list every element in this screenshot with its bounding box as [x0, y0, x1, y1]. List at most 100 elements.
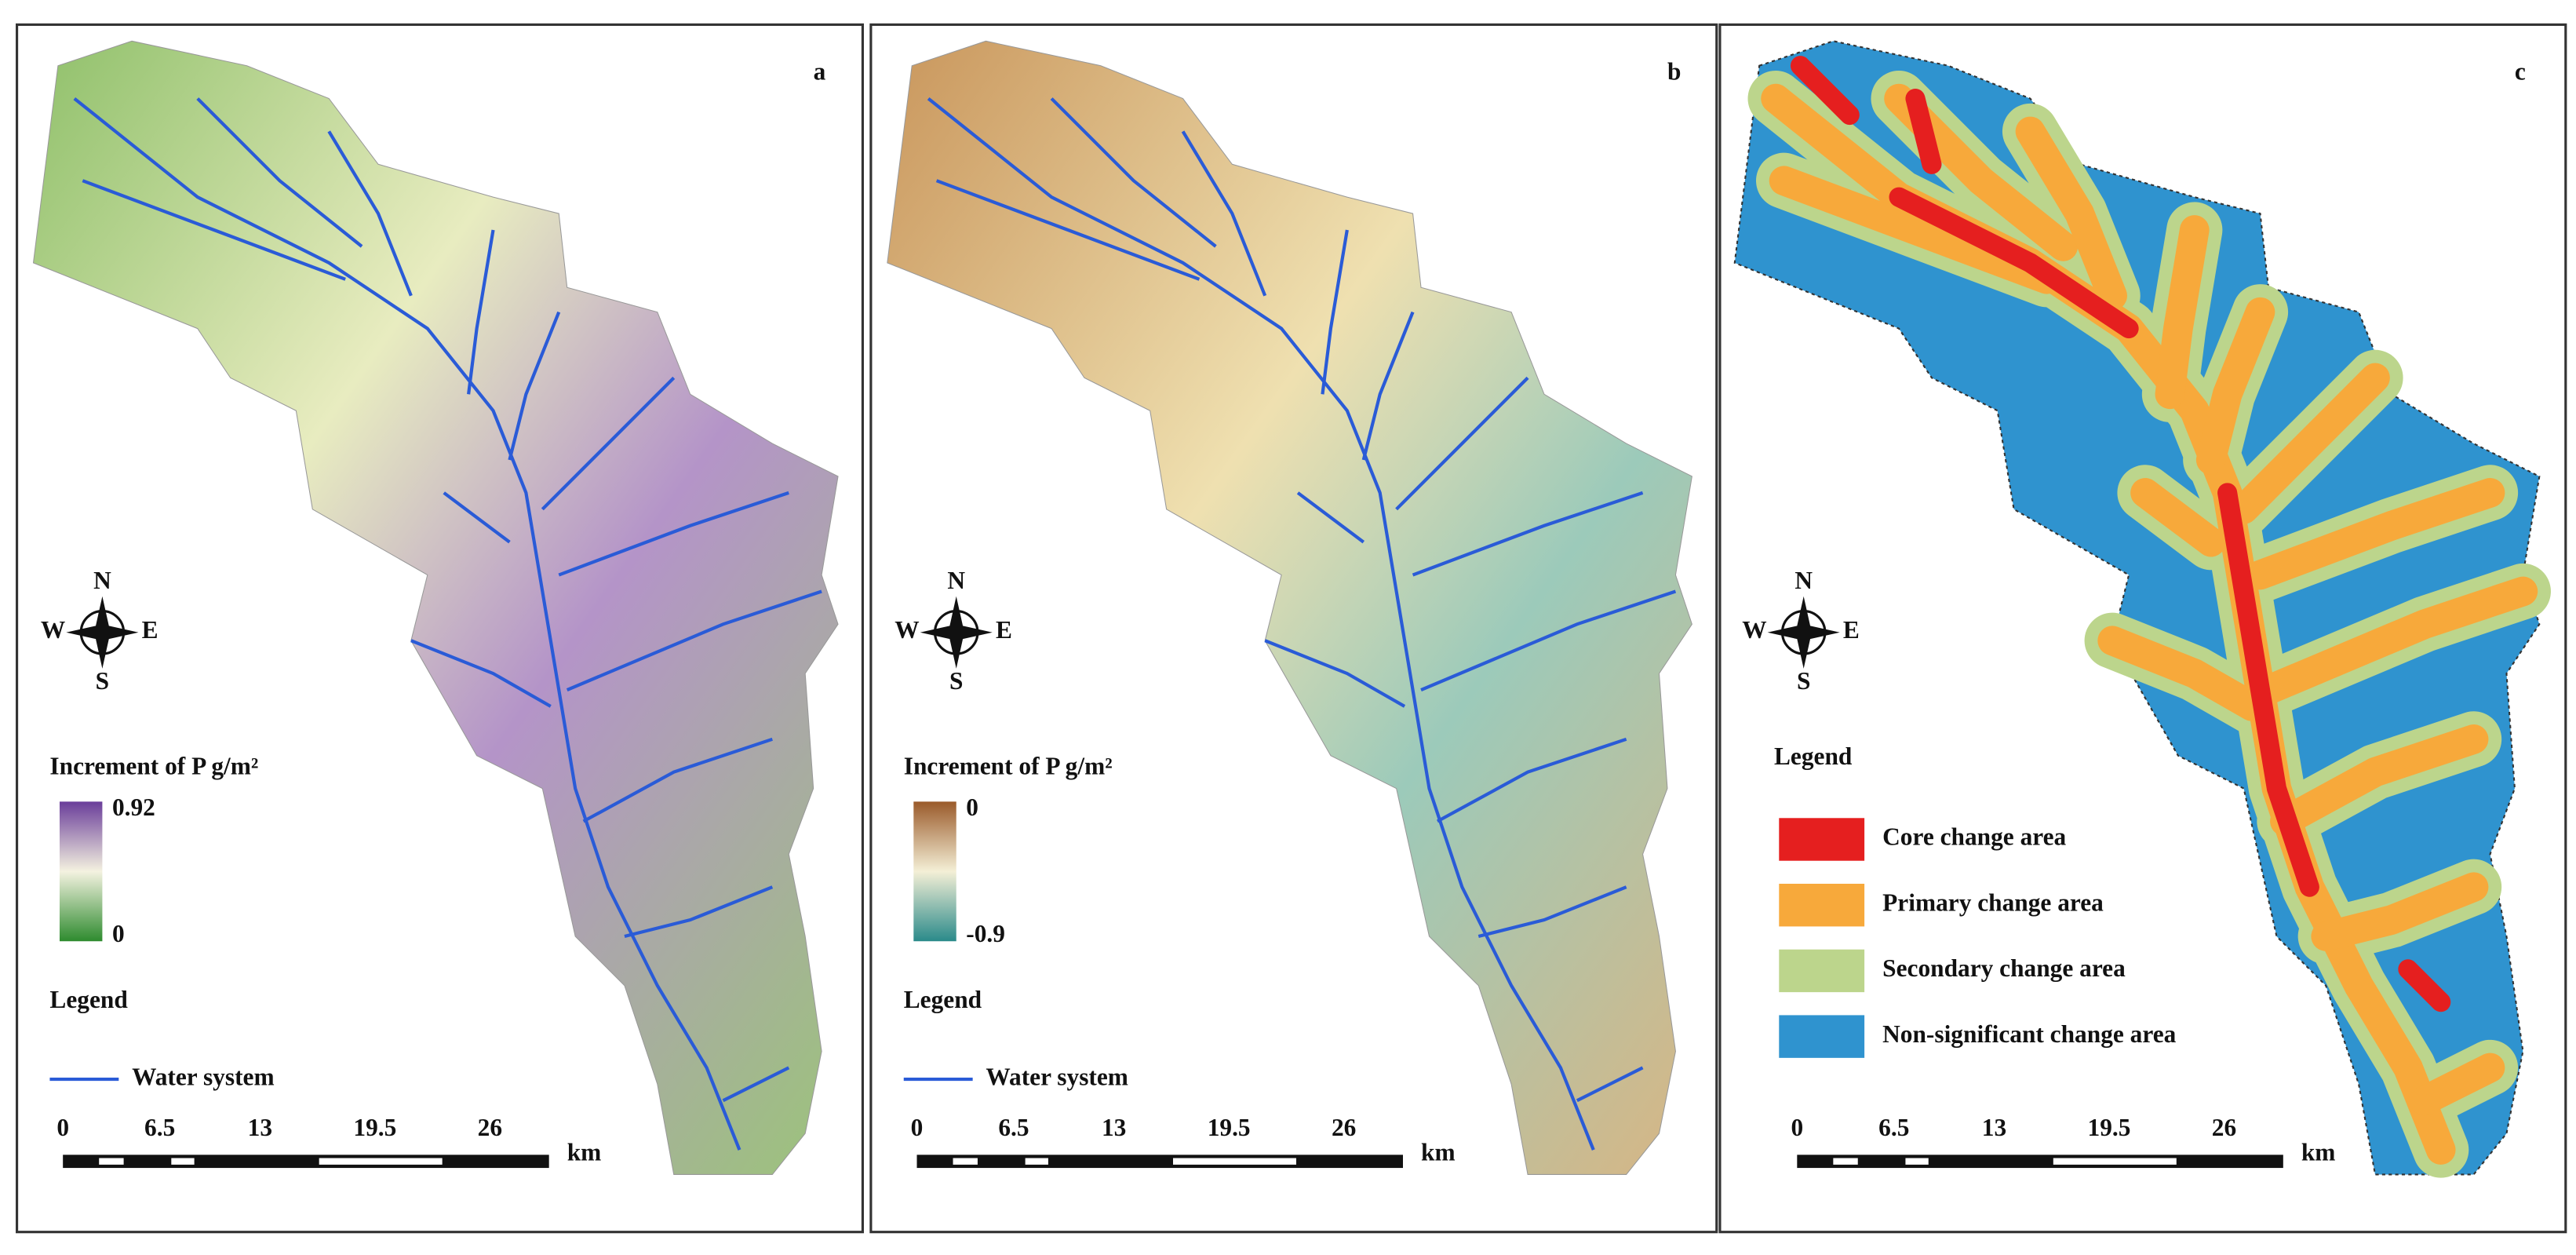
scale-label: 6.5 [998, 1114, 1029, 1141]
core-zone [2398, 959, 2451, 1012]
zone [2270, 724, 2489, 837]
compass-letter: W [1742, 616, 1766, 644]
scale-label: 19.5 [2088, 1114, 2131, 1141]
river [582, 737, 773, 823]
legend-title: Increment of P g/m² [904, 753, 1113, 780]
scale-label: 26 [1332, 1114, 1356, 1141]
river [1436, 737, 1627, 823]
scale-label: 6.5 [144, 1114, 175, 1141]
legend-label: Water system [986, 1063, 1128, 1090]
zone [2097, 626, 2267, 721]
scale-label: 0 [56, 1114, 69, 1141]
river [935, 179, 1201, 281]
panel-frame [869, 23, 1718, 1234]
scale-gap [1905, 1158, 1929, 1165]
river [73, 97, 741, 1151]
river [1477, 885, 1627, 939]
legend-swatch [1779, 883, 1865, 927]
legend-swatch [1779, 818, 1865, 861]
scale-unit: km [2301, 1139, 2336, 1166]
legend-label: Core change area [1882, 823, 2066, 851]
core-zone [1889, 187, 2139, 339]
river [558, 491, 789, 577]
compass-letter: W [894, 616, 919, 644]
map-area [887, 40, 1692, 1175]
legend-heading: Legend [904, 986, 982, 1013]
colorbar-min: 0 [112, 920, 125, 947]
scale-label: 13 [248, 1114, 272, 1141]
scale-bar [63, 1155, 549, 1169]
legend-label: Non-significant change area [1882, 1020, 2176, 1048]
colorbar [913, 801, 956, 942]
map-area [32, 40, 839, 1175]
scale-bar [1797, 1155, 2283, 1169]
scale-unit: km [567, 1139, 602, 1166]
compass-star [66, 596, 139, 669]
compass-letter: S [96, 667, 109, 695]
zone [2195, 297, 2275, 475]
panel-letter: a [814, 57, 826, 85]
scale-label: 0 [1791, 1114, 1803, 1141]
panel-frame [16, 23, 865, 1234]
scale-gap [99, 1158, 124, 1165]
zone [2409, 1053, 2505, 1116]
zone [2228, 363, 2390, 524]
scale-gap [1025, 1158, 1048, 1165]
scale-label: 19.5 [1208, 1114, 1251, 1141]
colorbar [59, 801, 103, 942]
legend-label: Primary change area [1882, 888, 2104, 916]
river [1420, 589, 1677, 691]
colorbar-min: -0.9 [966, 920, 1005, 947]
compass: N S W E [1742, 567, 1860, 695]
river [508, 311, 561, 461]
compass: N S W E [894, 567, 1012, 695]
legend-heading: Legend [49, 986, 128, 1013]
legend-heading: Legend [1774, 742, 1853, 770]
river [1395, 376, 1529, 511]
river [1412, 491, 1644, 577]
river [1321, 229, 1349, 395]
river [1361, 311, 1415, 461]
zone [2155, 215, 2210, 410]
panel-letter: c [2515, 57, 2526, 85]
scale-bar [916, 1155, 1404, 1169]
river [927, 97, 1595, 1151]
scale-gap [319, 1158, 443, 1165]
legend-label: Water system [132, 1063, 275, 1090]
colorbar-max: 0 [966, 793, 978, 821]
legend-swatch [1779, 949, 1865, 993]
river [566, 589, 822, 691]
panel: c N S W E Legend Core change area Primary chang… [1718, 23, 2567, 1234]
compass-letter: W [41, 616, 65, 644]
zone [2015, 116, 2127, 311]
core-zone [1790, 56, 1860, 126]
river [196, 97, 363, 248]
panel-frame [1718, 23, 2567, 1234]
river [1576, 1066, 1644, 1103]
compass-letter: E [142, 616, 158, 644]
river [1181, 130, 1267, 297]
compass-letter: N [1794, 567, 1813, 594]
river [410, 639, 552, 708]
legend-title: Increment of P g/m² [49, 753, 258, 780]
river [1264, 639, 1406, 708]
panel-letter: b [1667, 57, 1681, 85]
scale-unit: km [1421, 1139, 1456, 1166]
compass-letter: S [1797, 667, 1810, 695]
river [443, 491, 511, 544]
compass: N S W E [41, 567, 158, 695]
zone [2254, 576, 2538, 705]
scale-gap [953, 1158, 978, 1165]
compass-letter: E [996, 616, 1012, 644]
river [624, 885, 774, 939]
compass-letter: N [93, 567, 111, 594]
river [467, 229, 495, 395]
scale-gap [2053, 1158, 2177, 1165]
scale-label: 19.5 [353, 1114, 396, 1141]
zone [2130, 478, 2226, 557]
compass-star [1767, 596, 1840, 669]
river [1296, 491, 1365, 544]
river [82, 179, 346, 281]
scale-label: 13 [1102, 1114, 1126, 1141]
